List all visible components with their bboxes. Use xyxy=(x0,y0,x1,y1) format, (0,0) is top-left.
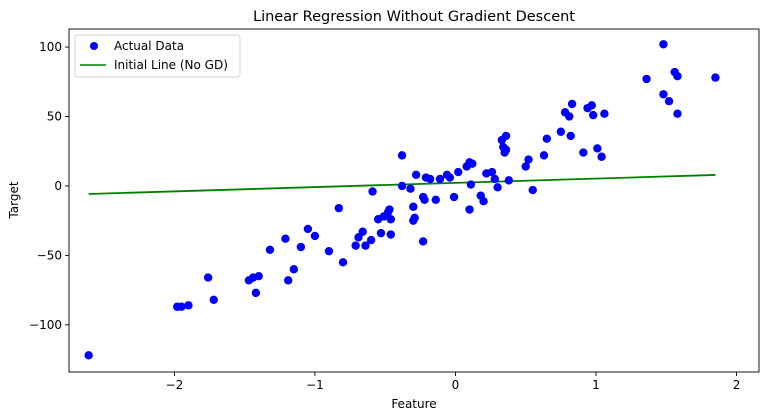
data-point xyxy=(465,205,474,214)
data-point xyxy=(479,196,488,206)
data-point xyxy=(334,203,344,213)
data-point xyxy=(84,351,93,360)
data-point xyxy=(504,176,514,185)
data-point xyxy=(579,148,588,157)
data-point xyxy=(351,241,360,250)
data-point xyxy=(567,99,577,109)
data-point xyxy=(184,301,193,310)
data-point xyxy=(539,151,549,160)
data-point xyxy=(501,145,511,155)
x-axis-ticks: −2 −1 0 1 2 xyxy=(166,372,741,392)
data-point xyxy=(659,40,668,49)
legend: Actual Data Initial Line (No GD) xyxy=(74,34,241,78)
data-point xyxy=(366,235,376,245)
data-point xyxy=(418,237,428,246)
data-point xyxy=(642,74,651,84)
data-point xyxy=(338,258,348,267)
data-point xyxy=(281,234,290,243)
data-point xyxy=(420,195,429,205)
data-point xyxy=(203,273,213,282)
data-point xyxy=(358,227,367,236)
y-axis-label: Target xyxy=(7,181,21,219)
data-point xyxy=(385,205,394,214)
y-tick-label: 50 xyxy=(47,109,62,123)
x-tick-label: −2 xyxy=(166,378,184,392)
data-point xyxy=(565,112,574,121)
data-point xyxy=(659,90,668,99)
data-point xyxy=(490,174,500,184)
chart-title: Linear Regression Without Gradient Desce… xyxy=(253,9,575,25)
data-point xyxy=(265,245,275,254)
x-axis-label: Feature xyxy=(391,397,436,411)
legend-marker-dot-icon xyxy=(90,42,98,50)
data-point xyxy=(296,242,306,252)
data-point xyxy=(449,192,459,202)
data-point xyxy=(397,151,407,160)
data-point xyxy=(493,183,502,192)
x-tick-label: 1 xyxy=(592,378,600,392)
x-tick-label: −1 xyxy=(306,378,324,392)
data-point xyxy=(466,180,476,189)
data-point xyxy=(524,155,533,164)
data-point xyxy=(664,97,674,106)
data-point xyxy=(566,131,575,141)
x-tick-label: 2 xyxy=(733,378,741,392)
data-point xyxy=(406,184,415,193)
y-tick-label: 100 xyxy=(39,40,62,54)
data-point xyxy=(209,295,218,304)
data-point xyxy=(361,241,370,250)
data-point xyxy=(521,162,530,171)
data-point xyxy=(454,167,463,177)
data-point xyxy=(254,271,263,281)
data-point xyxy=(386,230,396,239)
data-point xyxy=(310,231,320,241)
plot-background xyxy=(69,29,759,372)
y-tick-label: −100 xyxy=(29,318,62,332)
data-point xyxy=(251,288,261,298)
data-point xyxy=(411,170,421,180)
data-point xyxy=(445,173,455,182)
data-point xyxy=(588,110,598,120)
data-point xyxy=(409,202,418,211)
data-point xyxy=(600,109,609,118)
y-axis-ticks: 100 50 0 −50 −100 xyxy=(29,40,69,332)
x-tick-label: 0 xyxy=(452,378,460,392)
data-point xyxy=(501,131,511,141)
data-point xyxy=(376,228,386,238)
scatter-points xyxy=(84,40,720,360)
data-point xyxy=(386,215,396,224)
data-point xyxy=(289,265,299,274)
legend-box xyxy=(74,34,241,78)
data-point xyxy=(673,109,682,118)
data-point xyxy=(673,72,682,81)
plot-frame xyxy=(68,28,760,373)
data-point xyxy=(528,185,537,195)
data-point xyxy=(431,195,440,205)
data-point xyxy=(587,101,596,110)
data-point xyxy=(324,246,334,256)
data-point xyxy=(177,302,186,311)
data-point xyxy=(410,213,419,223)
plot-area xyxy=(68,28,760,373)
data-point xyxy=(397,181,407,191)
data-point xyxy=(487,167,497,177)
y-tick-label: −50 xyxy=(37,248,62,262)
y-tick-label: 0 xyxy=(54,179,62,193)
data-point xyxy=(711,73,720,82)
data-point xyxy=(284,276,293,285)
data-point xyxy=(303,224,313,234)
data-point xyxy=(593,144,602,153)
data-point xyxy=(435,174,445,184)
data-point xyxy=(556,127,566,136)
data-point xyxy=(542,134,552,143)
legend-label-actual-data: Actual Data xyxy=(114,39,184,53)
data-point xyxy=(368,187,377,196)
data-point xyxy=(597,152,606,161)
data-point xyxy=(468,159,477,168)
legend-label-initial-line: Initial Line (No GD) xyxy=(114,58,228,72)
data-point xyxy=(425,174,435,184)
